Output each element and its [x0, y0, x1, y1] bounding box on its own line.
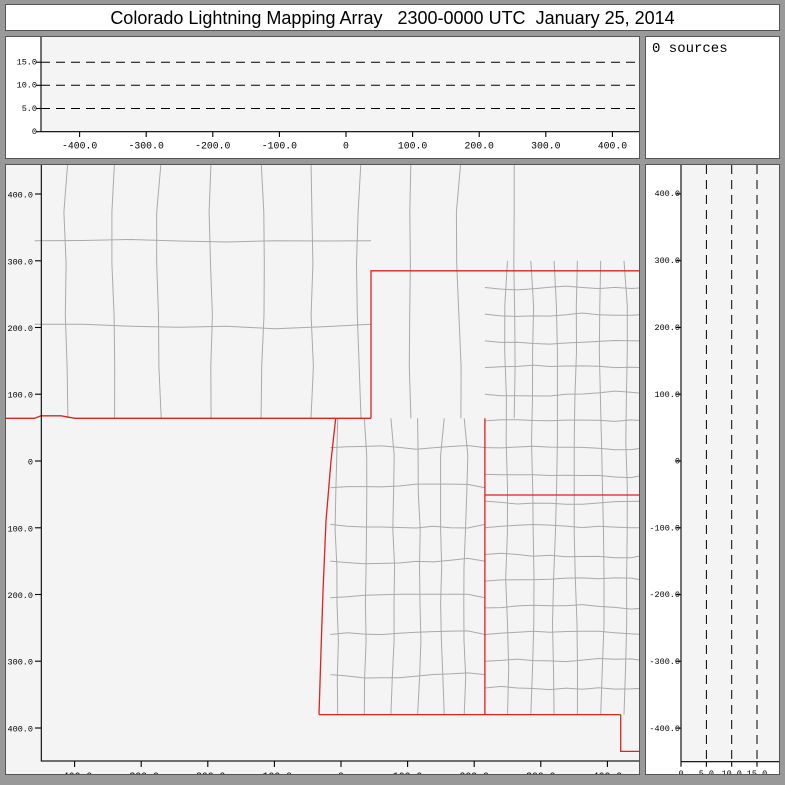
svg-text:400.0: 400.0	[654, 189, 680, 199]
svg-text:-400.0: -400.0	[6, 725, 33, 735]
svg-text:200.0: 200.0	[459, 771, 489, 775]
svg-text:300.0: 300.0	[531, 141, 561, 152]
svg-text:100.0: 100.0	[393, 771, 423, 775]
svg-text:0: 0	[675, 457, 680, 467]
svg-text:0: 0	[28, 458, 33, 468]
svg-text:5.0: 5.0	[22, 104, 37, 114]
svg-text:-300.0: -300.0	[124, 771, 159, 775]
svg-text:-100.0: -100.0	[649, 523, 680, 533]
svg-text:0: 0	[678, 769, 683, 775]
svg-text:-300.0: -300.0	[649, 657, 680, 667]
svg-text:0: 0	[343, 141, 349, 152]
svg-text:-300.0: -300.0	[6, 658, 33, 668]
svg-text:300.0: 300.0	[654, 256, 680, 266]
svg-text:400.0: 400.0	[598, 141, 628, 152]
svg-text:15.0: 15.0	[17, 58, 37, 68]
svg-text:100.0: 100.0	[7, 391, 33, 401]
svg-text:200.0: 200.0	[654, 323, 680, 333]
svg-text:300.0: 300.0	[7, 257, 33, 267]
svg-text:400.0: 400.0	[7, 191, 33, 201]
svg-text:200.0: 200.0	[464, 141, 494, 152]
svg-text:10.0: 10.0	[17, 81, 37, 91]
svg-text:5.0: 5.0	[699, 769, 714, 775]
svg-text:-100.0: -100.0	[262, 141, 297, 152]
svg-text:-100.0: -100.0	[257, 771, 292, 775]
svg-text:300.0: 300.0	[526, 771, 556, 775]
svg-text:400.0: 400.0	[593, 771, 623, 775]
svg-text:100.0: 100.0	[654, 390, 680, 400]
svg-text:-400.0: -400.0	[649, 724, 680, 734]
svg-text:0: 0	[338, 771, 344, 775]
svg-text:100.0: 100.0	[398, 141, 428, 152]
svg-text:-200.0: -200.0	[6, 591, 33, 601]
svg-text:-200.0: -200.0	[649, 590, 680, 600]
svg-text:-300.0: -300.0	[129, 141, 164, 152]
svg-text:0: 0	[32, 127, 37, 137]
svg-text:-400.0: -400.0	[57, 771, 92, 775]
svg-text:-200.0: -200.0	[195, 141, 230, 152]
svg-text:-200.0: -200.0	[190, 771, 225, 775]
svg-text:-400.0: -400.0	[62, 141, 97, 152]
svg-text:200.0: 200.0	[7, 324, 33, 334]
svg-text:-100.0: -100.0	[6, 524, 33, 534]
svg-text:10.0: 10.0	[721, 769, 741, 775]
svg-text:15.0: 15.0	[747, 769, 767, 775]
